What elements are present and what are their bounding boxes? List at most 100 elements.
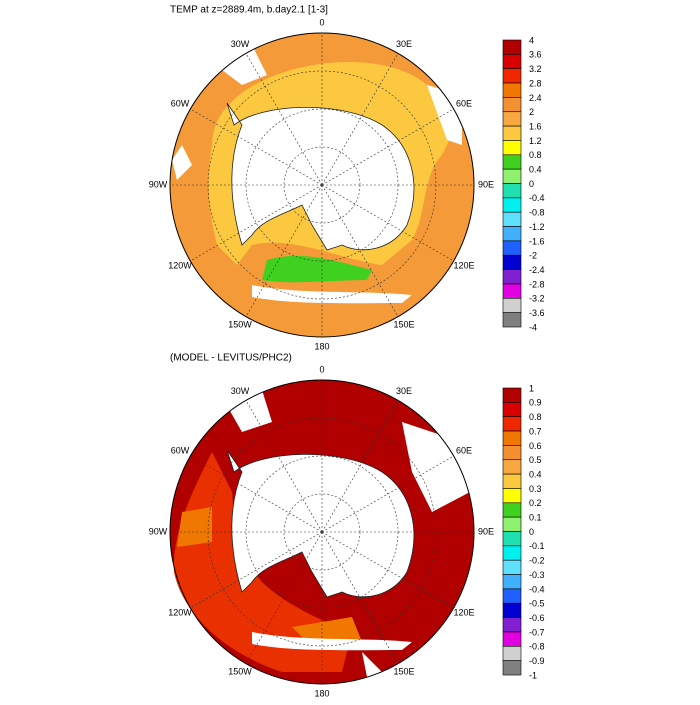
- colorbar-box: [502, 631, 522, 647]
- lon-label: 0: [319, 364, 324, 374]
- colorbar-label: -1.2: [529, 222, 545, 232]
- colorbar-box: [502, 588, 522, 604]
- map-title: TEMP at z=2889.4m, b.day2.1 [1-3]: [170, 5, 328, 16]
- colorbar-label: -4: [529, 322, 537, 332]
- graticule-line: [321, 531, 454, 609]
- colorbar-label: 0.9: [529, 398, 542, 408]
- colorbar-box: [502, 516, 522, 532]
- colorbar-box: [502, 54, 522, 69]
- colorbar-box: [502, 387, 522, 403]
- colorbar-box: [502, 531, 522, 547]
- colorbar-box: [502, 197, 522, 213]
- lon-label: 120W: [168, 260, 192, 270]
- graticule-line: [245, 184, 323, 317]
- lon-label: 60W: [171, 98, 190, 108]
- colorbar-box: [502, 154, 522, 170]
- colorbar-box: [502, 183, 522, 199]
- colorbar-box: [502, 39, 522, 55]
- colorbar-box: [502, 430, 522, 446]
- colorbar-box: [502, 211, 522, 227]
- graticule-line: [321, 184, 454, 262]
- map: [169, 379, 475, 685]
- lon-label: 90W: [149, 179, 168, 189]
- lon-label: 60E: [456, 445, 472, 455]
- colorbar-box: [502, 574, 522, 590]
- colorbar-box: [502, 97, 522, 113]
- colorbar-label: 0: [529, 179, 534, 189]
- graticule-line: [321, 53, 399, 186]
- colorbar-box: [502, 125, 522, 141]
- lon-label: 90W: [149, 526, 168, 536]
- graticule-line: [245, 53, 323, 186]
- no-data: [252, 285, 412, 304]
- colorbar-box: [502, 226, 522, 242]
- lon-label: 90E: [478, 179, 494, 189]
- colorbar-box: [502, 111, 522, 127]
- colorbar-label: 0.8: [529, 412, 542, 422]
- colorbar-label: 3.6: [529, 50, 542, 60]
- colorbar-box: [502, 545, 522, 561]
- colorbar-box: [502, 645, 522, 661]
- lon-label: 150W: [228, 320, 252, 330]
- graticule-line: [321, 531, 399, 664]
- no-data: [222, 390, 470, 677]
- colorbar-label: -0.4: [529, 193, 545, 203]
- colorbar-label: 2: [529, 107, 534, 117]
- colorbar-box: [502, 269, 522, 285]
- colorbar-label: -2.8: [529, 279, 545, 289]
- lon-label: 150E: [393, 667, 414, 677]
- colorbar-label: -2.4: [529, 265, 545, 275]
- graticule-line: [245, 531, 323, 664]
- colorbar-box: [502, 660, 522, 676]
- colorbar-box: [502, 402, 522, 418]
- colorbar-box: [502, 168, 522, 184]
- antarctica: [226, 449, 415, 598]
- colorbar-label: -0.6: [529, 613, 545, 623]
- colorbar-label: 4: [529, 35, 534, 45]
- colorbar-label: -3.6: [529, 308, 545, 318]
- colorbar-label: -0.4: [529, 584, 545, 594]
- lon-label: 60W: [171, 445, 190, 455]
- colorbar-label: 1: [529, 383, 534, 393]
- anomaly-region: [177, 507, 362, 647]
- colorbar-label: -0.3: [529, 570, 545, 580]
- colorbar-box: [502, 82, 522, 98]
- colorbar-label: -0.1: [529, 541, 545, 551]
- lon-label: 30E: [396, 39, 412, 49]
- colorbar-box: [502, 445, 522, 461]
- graticule-line: [321, 400, 399, 533]
- lon-label: 120W: [168, 607, 192, 617]
- colorbar-label: 0.6: [529, 441, 542, 451]
- lon-label: 30W: [231, 386, 250, 396]
- colorbar-label: 0.5: [529, 455, 542, 465]
- colorbar-label: 1.2: [529, 136, 542, 146]
- colorbar-label: 0.2: [529, 498, 542, 508]
- colorbar-label: 3.2: [529, 64, 542, 74]
- lon-label: 30W: [231, 39, 250, 49]
- colorbar-box: [502, 240, 522, 256]
- colorbar-label: 1.6: [529, 121, 542, 131]
- map-border: [169, 379, 475, 685]
- colorbar-box: [502, 488, 522, 504]
- lon-label: 120E: [454, 607, 475, 617]
- lon-label: 150W: [228, 667, 252, 677]
- antarctica: [226, 102, 415, 251]
- lon-label: 0: [319, 17, 324, 27]
- graticule-line: [245, 400, 323, 533]
- colorbar-label: 0.7: [529, 426, 542, 436]
- colorbar-label: 0.1: [529, 513, 542, 523]
- graticule-line: [321, 108, 454, 186]
- colorbar-box: [502, 283, 522, 299]
- colorbar-box: [502, 140, 522, 156]
- lon-label: 60E: [456, 98, 472, 108]
- colorbar-box: [502, 68, 522, 84]
- colorbar-label: -1.6: [529, 236, 545, 246]
- map: [169, 32, 475, 338]
- colorbar-box: [502, 459, 522, 475]
- colorbar-box: [502, 416, 522, 432]
- colorbar-box: [502, 617, 522, 633]
- anomaly-region: [173, 452, 352, 672]
- colorbar-label: -2: [529, 251, 537, 261]
- colorbar-box: [502, 312, 522, 328]
